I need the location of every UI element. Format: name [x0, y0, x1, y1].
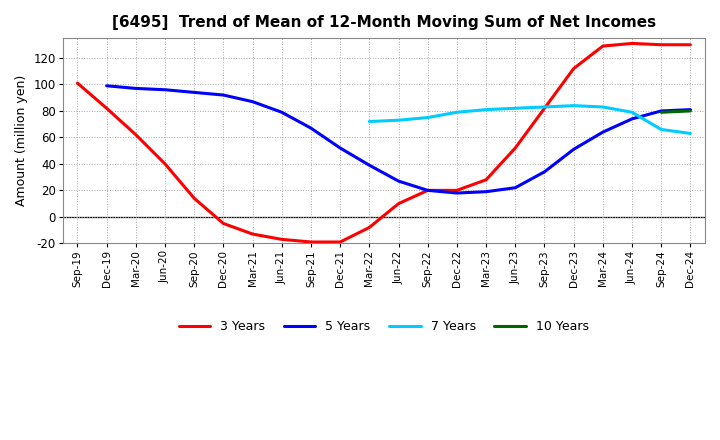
3 Years — [453, 188, 462, 193]
7 Years — [540, 104, 549, 110]
7 Years — [453, 110, 462, 115]
Title: [6495]  Trend of Mean of 12-Month Moving Sum of Net Incomes: [6495] Trend of Mean of 12-Month Moving … — [112, 15, 656, 30]
Line: 7 Years: 7 Years — [369, 106, 690, 133]
3 Years — [570, 66, 578, 71]
3 Years — [423, 188, 432, 193]
3 Years — [511, 145, 520, 150]
3 Years — [102, 106, 111, 111]
3 Years — [248, 231, 257, 237]
5 Years — [423, 188, 432, 193]
3 Years — [161, 161, 169, 166]
3 Years — [219, 221, 228, 226]
3 Years — [598, 44, 607, 49]
5 Years — [277, 110, 286, 115]
3 Years — [132, 132, 140, 137]
Line: 10 Years: 10 Years — [661, 111, 690, 112]
5 Years — [190, 90, 199, 95]
3 Years — [336, 239, 344, 245]
7 Years — [365, 119, 374, 124]
Line: 5 Years: 5 Years — [107, 86, 690, 193]
5 Years — [628, 116, 636, 121]
5 Years — [219, 92, 228, 98]
7 Years — [482, 107, 490, 112]
7 Years — [511, 106, 520, 111]
3 Years — [395, 201, 403, 206]
3 Years — [73, 81, 82, 86]
5 Years — [598, 129, 607, 135]
5 Years — [570, 147, 578, 152]
5 Years — [686, 107, 695, 112]
5 Years — [102, 83, 111, 88]
5 Years — [453, 191, 462, 196]
3 Years — [482, 177, 490, 183]
5 Years — [395, 179, 403, 184]
7 Years — [657, 127, 665, 132]
Line: 3 Years: 3 Years — [78, 44, 690, 242]
7 Years — [423, 115, 432, 120]
Legend: 3 Years, 5 Years, 7 Years, 10 Years: 3 Years, 5 Years, 7 Years, 10 Years — [174, 315, 594, 338]
10 Years — [686, 108, 695, 114]
5 Years — [365, 162, 374, 168]
10 Years — [657, 110, 665, 115]
5 Years — [132, 86, 140, 91]
5 Years — [161, 87, 169, 92]
5 Years — [336, 145, 344, 150]
3 Years — [657, 42, 665, 48]
5 Years — [657, 108, 665, 114]
3 Years — [190, 196, 199, 201]
5 Years — [248, 99, 257, 104]
7 Years — [598, 104, 607, 110]
Y-axis label: Amount (million yen): Amount (million yen) — [15, 75, 28, 206]
7 Years — [395, 117, 403, 123]
3 Years — [365, 225, 374, 230]
7 Years — [570, 103, 578, 108]
3 Years — [686, 42, 695, 48]
7 Years — [628, 110, 636, 115]
3 Years — [628, 41, 636, 46]
3 Years — [540, 106, 549, 111]
5 Years — [482, 189, 490, 194]
5 Years — [307, 125, 315, 131]
3 Years — [277, 237, 286, 242]
5 Years — [511, 185, 520, 191]
3 Years — [307, 239, 315, 245]
5 Years — [540, 169, 549, 175]
7 Years — [686, 131, 695, 136]
